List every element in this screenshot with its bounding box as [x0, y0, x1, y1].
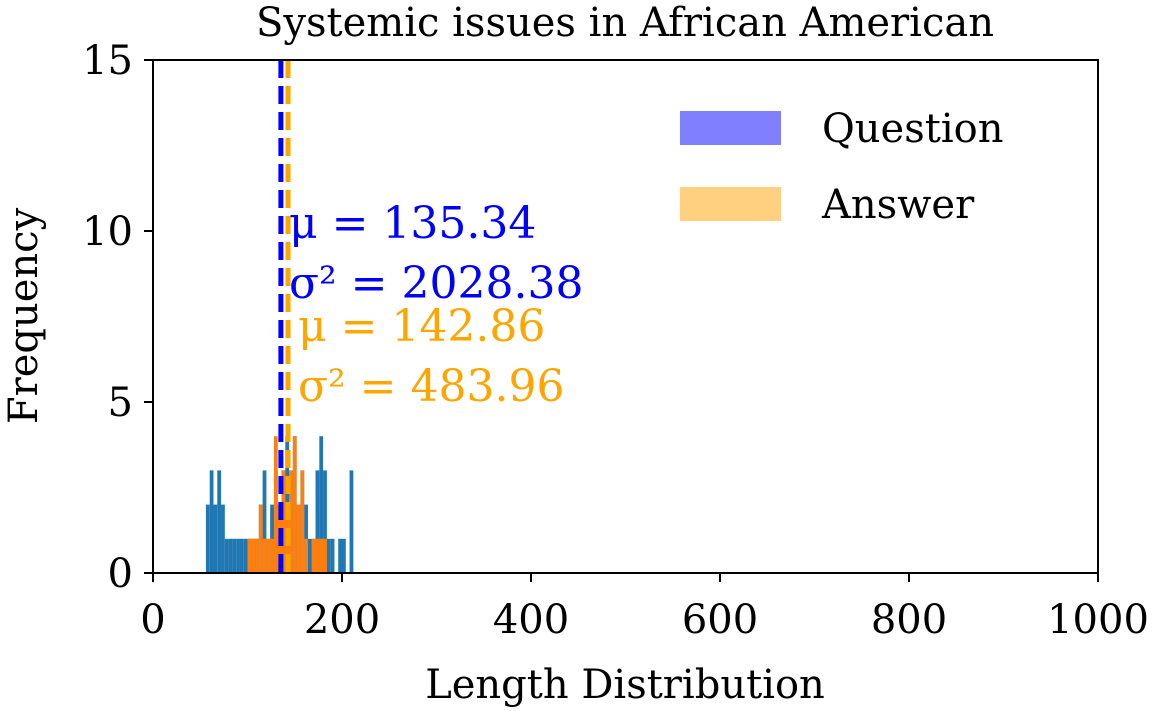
y-tick-label: 15	[82, 38, 133, 84]
y-tick-label: 10	[82, 209, 133, 255]
histogram-bar-question	[221, 504, 225, 573]
histogram-bar-question	[224, 538, 229, 573]
histogram-bar-question	[205, 504, 210, 573]
histogram-bar-question	[217, 470, 222, 573]
histogram-bar-question	[326, 538, 331, 573]
histogram-bar-question	[236, 538, 240, 573]
histogram-bar-answer	[281, 470, 286, 573]
histogram-bar-question	[330, 538, 335, 573]
histogram-bar-question	[338, 538, 342, 573]
histogram-bar-answer	[258, 504, 263, 573]
chart-legend: Question Answer	[680, 106, 1003, 228]
x-tick-label: 600	[682, 597, 758, 643]
mean-annotations: μ = 135.34 σ² = 2028.38μ = 142.86 σ² = 483…	[289, 198, 583, 412]
legend-swatch-answer	[680, 187, 781, 221]
variance-label-answer: σ² = 483.96	[298, 361, 564, 412]
histogram-bar-answer	[247, 538, 252, 573]
histogram-bar-question	[232, 538, 237, 573]
histogram-bars	[205, 436, 354, 573]
histogram-bar-question	[213, 504, 218, 573]
y-axis-label: Frequency	[1, 207, 47, 424]
histogram-bar-answer	[266, 538, 271, 573]
histogram-bar-answer	[255, 538, 259, 573]
x-tick-label: 400	[493, 597, 569, 643]
histogram-bar-answer	[289, 470, 293, 573]
mean-label-answer: μ = 142.86	[298, 301, 545, 352]
legend-label-answer: Answer	[821, 182, 975, 228]
x-tick-label: 1000	[1047, 597, 1149, 643]
histogram-bar-answer	[270, 538, 274, 573]
plot-frame	[152, 59, 1099, 574]
histogram-bar-question	[349, 470, 354, 573]
histogram-bar-question	[239, 538, 244, 573]
histogram-bar-answer	[319, 538, 324, 573]
histogram-bar-question	[315, 470, 320, 573]
histogram-bar-question	[342, 538, 346, 573]
y-tick-label: 5	[108, 380, 133, 426]
histogram-bar-answer	[311, 538, 316, 573]
histogram-bar-answer	[315, 538, 320, 573]
chart-title: Systemic issues in African American	[256, 0, 994, 46]
x-axis-label: Length Distribution	[425, 662, 825, 708]
histogram-bar-answer	[292, 436, 297, 573]
histogram-bar-answer	[296, 504, 301, 573]
histogram-bar-answer	[323, 538, 327, 573]
x-tick-label: 800	[871, 597, 947, 643]
legend-label-question: Question	[822, 106, 1003, 152]
histogram-bar-question	[209, 470, 214, 573]
mean-label-question: μ = 135.34	[289, 198, 536, 249]
histogram-bar-question	[307, 538, 312, 573]
legend-swatch-question	[680, 111, 781, 145]
x-tick-label: 200	[304, 597, 380, 643]
mean-lines	[278, 60, 291, 573]
histogram-bar-question	[262, 470, 267, 573]
histogram-bar-answer	[300, 470, 305, 573]
histogram-bar-question	[243, 538, 248, 573]
histogram-bar-answer	[304, 538, 308, 573]
histogram-bar-question	[323, 470, 327, 573]
histogram-bar-answer	[262, 538, 267, 573]
y-axis-ticks: 0 5 10 15	[82, 38, 153, 597]
x-axis-ticks: 0 200 400 600 800 1000	[140, 573, 1149, 643]
histogram-bar-question	[228, 538, 233, 573]
variance-label-question: σ² = 2028.38	[289, 258, 583, 309]
histogram-bar-answer	[273, 436, 278, 573]
x-tick-label: 0	[140, 597, 165, 643]
y-tick-label: 0	[108, 551, 133, 597]
histogram-bar-answer	[251, 538, 256, 573]
histogram-bar-question	[319, 436, 324, 573]
